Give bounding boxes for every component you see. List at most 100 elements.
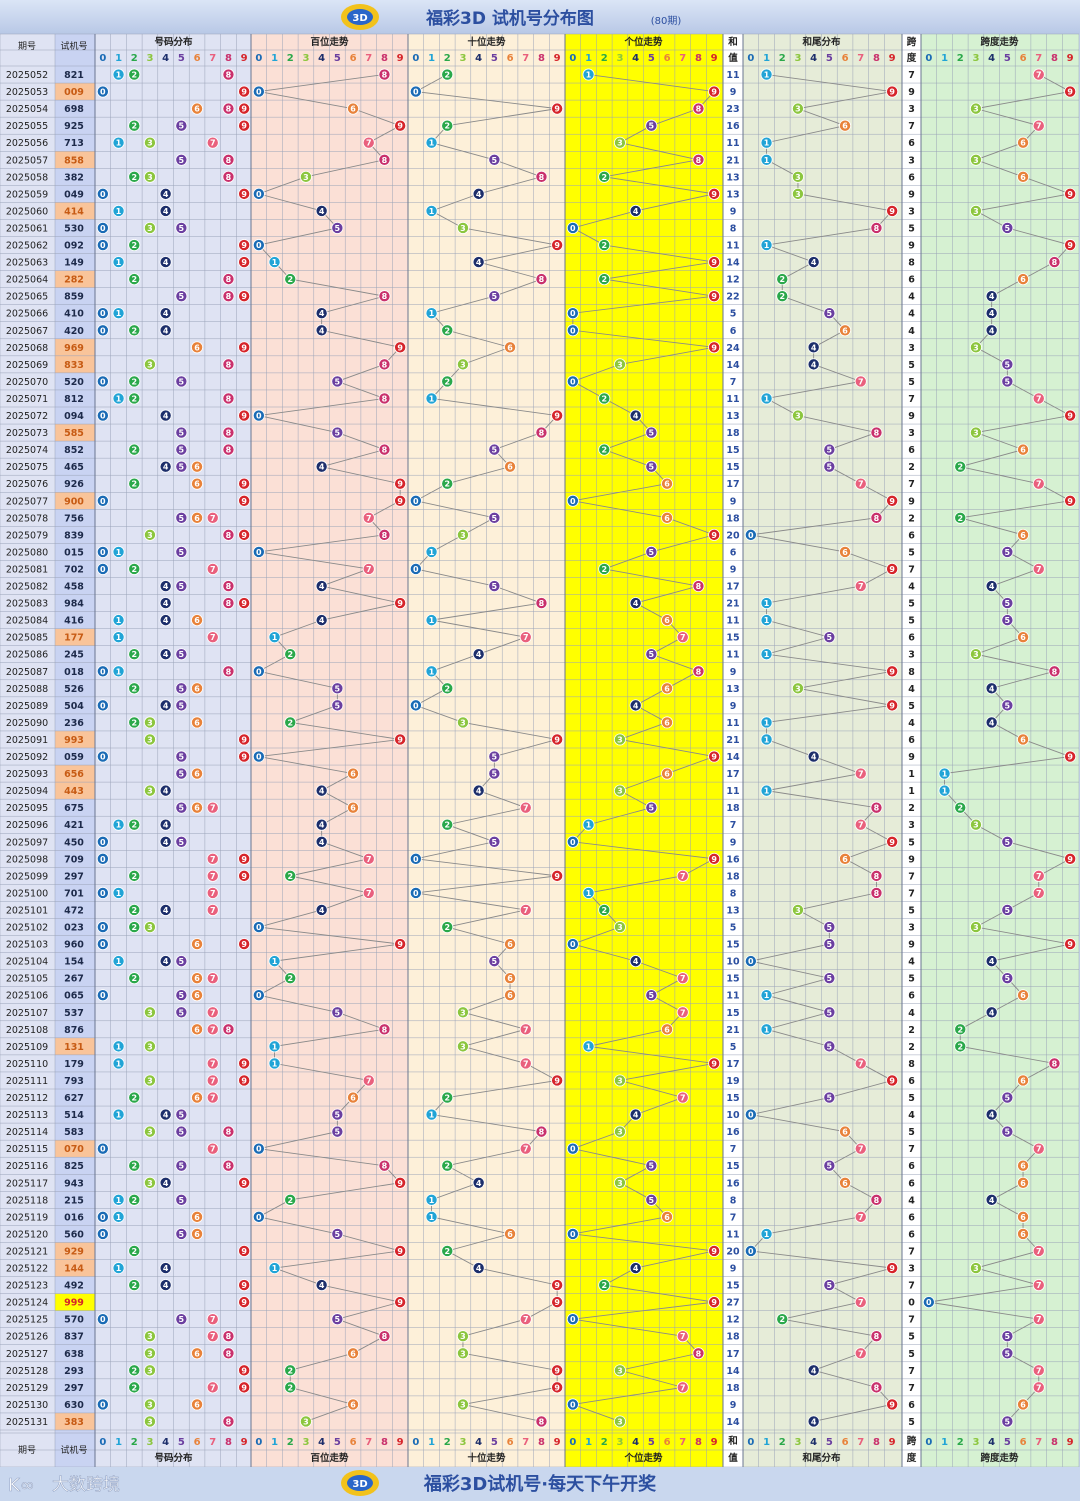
distribution-ball-label: 7 xyxy=(210,855,216,864)
tens-ball-label: 3 xyxy=(460,1008,466,1017)
distribution-ball-label: 6 xyxy=(194,616,200,625)
issue-cell: 2025113 xyxy=(6,1110,48,1121)
span-ball xyxy=(1017,273,1030,286)
distribution-ball-label: 3 xyxy=(147,1417,153,1426)
distribution-ball-label: 2 xyxy=(131,71,137,80)
span-ball-label: 5 xyxy=(1005,548,1011,557)
span-value: 6 xyxy=(908,1178,915,1189)
tens-ball-label: 2 xyxy=(444,122,450,131)
span-value: 5 xyxy=(908,1332,915,1343)
span-ball xyxy=(1032,869,1045,882)
distribution-ball xyxy=(128,1159,141,1172)
sum-value: 12 xyxy=(726,1315,739,1326)
distribution-ball-label: 1 xyxy=(116,394,122,403)
distribution-ball-label: 9 xyxy=(241,872,247,881)
tens-ball xyxy=(456,528,469,541)
distribution-ball xyxy=(175,221,188,234)
hundreds-ball-label: 4 xyxy=(319,906,325,915)
distribution-ball-label: 2 xyxy=(131,1247,137,1256)
hundreds-ball-label: 7 xyxy=(366,514,372,523)
distribution-ball-label: 4 xyxy=(163,906,169,915)
digit-header: 2 xyxy=(779,53,786,64)
distribution-ball xyxy=(191,938,204,951)
sumtail-ball xyxy=(886,204,899,217)
span-value: 5 xyxy=(908,701,915,712)
digit-header: 9 xyxy=(1067,53,1074,64)
issue-cell: 2025052 xyxy=(6,70,48,81)
span-value: 5 xyxy=(908,974,915,985)
tens-ball xyxy=(472,784,485,797)
sumtail-ball-label: 1 xyxy=(764,787,770,796)
span-ball xyxy=(1017,631,1030,644)
trial-number: 267 xyxy=(64,974,84,985)
distribution-ball-label: 7 xyxy=(210,906,216,915)
digit-header: 7 xyxy=(365,53,372,64)
tens-ball-label: 2 xyxy=(444,684,450,693)
tens-ball xyxy=(504,989,517,1002)
units-ball-label: 4 xyxy=(633,1111,639,1120)
issue-header: 期号 xyxy=(18,41,36,52)
hundreds-ball xyxy=(394,938,407,951)
sumtail-ball xyxy=(839,1125,852,1138)
distribution-ball xyxy=(128,818,141,831)
tens-ball xyxy=(409,699,422,712)
issue-cell: 2025054 xyxy=(6,104,48,115)
distribution-ball xyxy=(191,460,204,473)
tens-ball xyxy=(456,358,469,371)
sum-value: 15 xyxy=(726,1281,739,1292)
digit-header: 0 xyxy=(925,1437,932,1448)
issue-cell: 2025116 xyxy=(6,1161,48,1172)
hundreds-ball-label: 7 xyxy=(366,565,372,574)
units-ball xyxy=(566,324,579,337)
sum-value: 11 xyxy=(726,394,739,405)
tens-ball-label: 5 xyxy=(492,446,498,455)
trial-number: 293 xyxy=(64,1366,84,1377)
sumtail-ball xyxy=(823,460,836,473)
units-ball xyxy=(629,1108,642,1121)
tens-ball xyxy=(535,273,548,286)
span-value: 3 xyxy=(908,820,915,831)
span-ball-label: 0 xyxy=(926,1298,932,1307)
span-value: 7 xyxy=(908,1366,915,1377)
trial-number: 709 xyxy=(64,854,84,865)
trial-number: 630 xyxy=(64,1400,84,1411)
sumtail-ball-label: 1 xyxy=(764,139,770,148)
distribution-ball-label: 1 xyxy=(116,667,122,676)
distribution-ball-label: 2 xyxy=(131,275,137,284)
distribution-ball xyxy=(206,631,219,644)
distribution-ball-label: 0 xyxy=(100,548,106,557)
units-ball xyxy=(661,682,674,695)
hundreds-ball xyxy=(394,1176,407,1189)
span-ball xyxy=(1017,136,1030,149)
sumtail-ball xyxy=(886,699,899,712)
distribution-ball-label: 2 xyxy=(131,1162,137,1171)
trial-number: 015 xyxy=(64,547,84,558)
units-ball xyxy=(676,1006,689,1019)
digit-header: 4 xyxy=(988,53,995,64)
digit-header: 3 xyxy=(146,53,153,64)
distribution-ball xyxy=(112,631,125,644)
digit-header: 9 xyxy=(711,1437,718,1448)
sum-value: 9 xyxy=(730,1400,737,1411)
sumtail-ball-label: 3 xyxy=(795,173,801,182)
hundreds-ball xyxy=(268,256,281,269)
span-ball-label: 3 xyxy=(973,923,979,932)
distribution-ball xyxy=(143,358,156,371)
tens-ball-label: 7 xyxy=(523,804,529,813)
tens-ball xyxy=(551,1296,564,1309)
span-value: 4 xyxy=(908,957,915,968)
units-ball-label: 6 xyxy=(664,514,670,523)
tens-ball-label: 1 xyxy=(429,394,435,403)
distribution-ball-label: 1 xyxy=(116,889,122,898)
trial-number: 627 xyxy=(64,1093,84,1104)
hundreds-ball-label: 7 xyxy=(366,889,372,898)
distribution-ball-label: 9 xyxy=(241,122,247,131)
distribution-ball-label: 3 xyxy=(147,1076,153,1085)
distribution-ball xyxy=(96,921,109,934)
digit-header: 0 xyxy=(99,1437,106,1448)
distribution-ball xyxy=(128,1244,141,1257)
span-value: 4 xyxy=(908,718,915,729)
trial-cell-highlight xyxy=(55,1037,95,1055)
distribution-ball-label: 8 xyxy=(226,1332,232,1341)
digit-header: 1 xyxy=(115,53,122,64)
